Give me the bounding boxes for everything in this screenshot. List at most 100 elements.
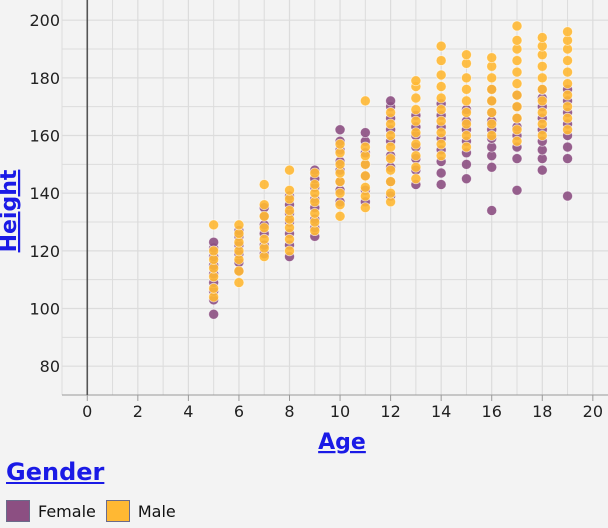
data-point-male[interactable] <box>385 187 397 199</box>
data-point-male[interactable] <box>410 127 422 139</box>
x-axis-title[interactable]: Age <box>318 430 366 455</box>
data-point-female[interactable] <box>562 153 573 164</box>
data-point-male[interactable] <box>461 130 472 141</box>
data-point-male[interactable] <box>562 124 573 136</box>
data-point-male[interactable] <box>486 107 498 118</box>
data-point-male[interactable] <box>461 95 472 107</box>
data-point-female[interactable] <box>536 164 548 176</box>
data-point-male[interactable] <box>359 182 371 193</box>
data-point-male[interactable] <box>511 78 523 90</box>
data-point-male[interactable] <box>334 158 346 170</box>
data-point-male[interactable] <box>233 277 245 288</box>
data-point-male[interactable] <box>284 184 295 196</box>
data-point-male[interactable] <box>562 112 573 124</box>
data-point-male[interactable] <box>334 187 346 199</box>
data-point-male[interactable] <box>208 282 220 294</box>
y-axis-title[interactable]: Height <box>0 169 22 252</box>
data-point-male[interactable] <box>258 233 270 245</box>
data-point-male[interactable] <box>284 233 295 245</box>
data-point-male[interactable] <box>511 112 523 124</box>
data-point-male[interactable] <box>536 107 548 118</box>
data-point-male[interactable] <box>334 138 346 150</box>
data-point-male[interactable] <box>334 199 346 211</box>
data-point-male[interactable] <box>385 107 397 118</box>
data-point-male[interactable] <box>511 124 523 136</box>
data-point-male[interactable] <box>536 130 548 141</box>
data-point-male[interactable] <box>410 173 422 185</box>
data-point-male[interactable] <box>536 32 548 43</box>
data-point-male[interactable] <box>511 101 523 113</box>
data-point-male[interactable] <box>258 179 270 190</box>
legend-title[interactable]: Gender <box>6 458 105 486</box>
data-point-male[interactable] <box>486 95 498 107</box>
data-point-female[interactable] <box>435 179 447 190</box>
legend-item-male[interactable]: Male <box>105 500 176 522</box>
data-point-male[interactable] <box>461 118 472 130</box>
data-point-male[interactable] <box>385 153 397 164</box>
data-point-female[interactable] <box>486 161 498 173</box>
data-point-male[interactable] <box>258 222 270 234</box>
data-point-male[interactable] <box>284 164 295 176</box>
data-point-female[interactable] <box>511 153 523 164</box>
data-point-male[interactable] <box>461 107 472 118</box>
data-point-male[interactable] <box>435 69 447 81</box>
data-point-male[interactable] <box>410 161 422 173</box>
data-point-male[interactable] <box>435 150 447 162</box>
data-point-male[interactable] <box>486 52 498 64</box>
data-point-male[interactable] <box>486 83 498 95</box>
data-point-male[interactable] <box>410 115 422 127</box>
data-point-male[interactable] <box>410 75 422 87</box>
data-point-male[interactable] <box>511 34 523 46</box>
data-point-male[interactable] <box>461 141 472 153</box>
data-point-female[interactable] <box>385 95 397 107</box>
data-point-male[interactable] <box>309 179 321 190</box>
data-point-male[interactable] <box>359 170 371 182</box>
data-point-male[interactable] <box>309 207 321 219</box>
data-point-male[interactable] <box>435 55 447 66</box>
data-point-male[interactable] <box>536 83 548 95</box>
data-point-female[interactable] <box>562 190 573 202</box>
data-point-male[interactable] <box>385 141 397 153</box>
data-point-male[interactable] <box>435 138 447 150</box>
data-point-male[interactable] <box>309 167 321 179</box>
data-point-male[interactable] <box>536 72 548 84</box>
data-point-female[interactable] <box>461 173 472 185</box>
data-point-female[interactable] <box>461 158 472 170</box>
data-point-male[interactable] <box>284 245 295 257</box>
data-point-male[interactable] <box>536 118 548 130</box>
data-point-female[interactable] <box>562 141 573 153</box>
data-point-male[interactable] <box>562 89 573 101</box>
data-point-male[interactable] <box>435 40 447 52</box>
data-point-male[interactable] <box>410 150 422 162</box>
data-point-male[interactable] <box>359 141 371 153</box>
data-point-male[interactable] <box>435 115 447 127</box>
data-point-male[interactable] <box>258 199 270 211</box>
data-point-female[interactable] <box>486 205 498 216</box>
data-point-male[interactable] <box>562 78 573 90</box>
data-point-male[interactable] <box>536 95 548 107</box>
data-point-male[interactable] <box>410 104 422 115</box>
data-point-male[interactable] <box>511 66 523 78</box>
data-point-male[interactable] <box>435 127 447 139</box>
legend-item-female[interactable]: Female <box>6 500 96 522</box>
data-point-male[interactable] <box>562 55 573 66</box>
data-point-male[interactable] <box>486 72 498 84</box>
data-point-male[interactable] <box>536 60 548 72</box>
data-point-male[interactable] <box>435 104 447 115</box>
data-point-male[interactable] <box>562 66 573 78</box>
data-point-male[interactable] <box>284 205 295 216</box>
data-point-male[interactable] <box>511 55 523 66</box>
data-point-female[interactable] <box>334 124 346 136</box>
data-point-female[interactable] <box>208 308 220 320</box>
data-point-female[interactable] <box>359 127 371 139</box>
data-point-male[interactable] <box>511 89 523 101</box>
data-point-male[interactable] <box>208 245 220 257</box>
data-point-male[interactable] <box>461 72 472 84</box>
data-point-male[interactable] <box>233 219 245 231</box>
data-point-male[interactable] <box>486 118 498 130</box>
data-point-male[interactable] <box>410 138 422 150</box>
data-point-male[interactable] <box>334 210 346 222</box>
data-point-male[interactable] <box>461 83 472 95</box>
data-point-male[interactable] <box>385 130 397 141</box>
data-point-male[interactable] <box>233 265 245 277</box>
